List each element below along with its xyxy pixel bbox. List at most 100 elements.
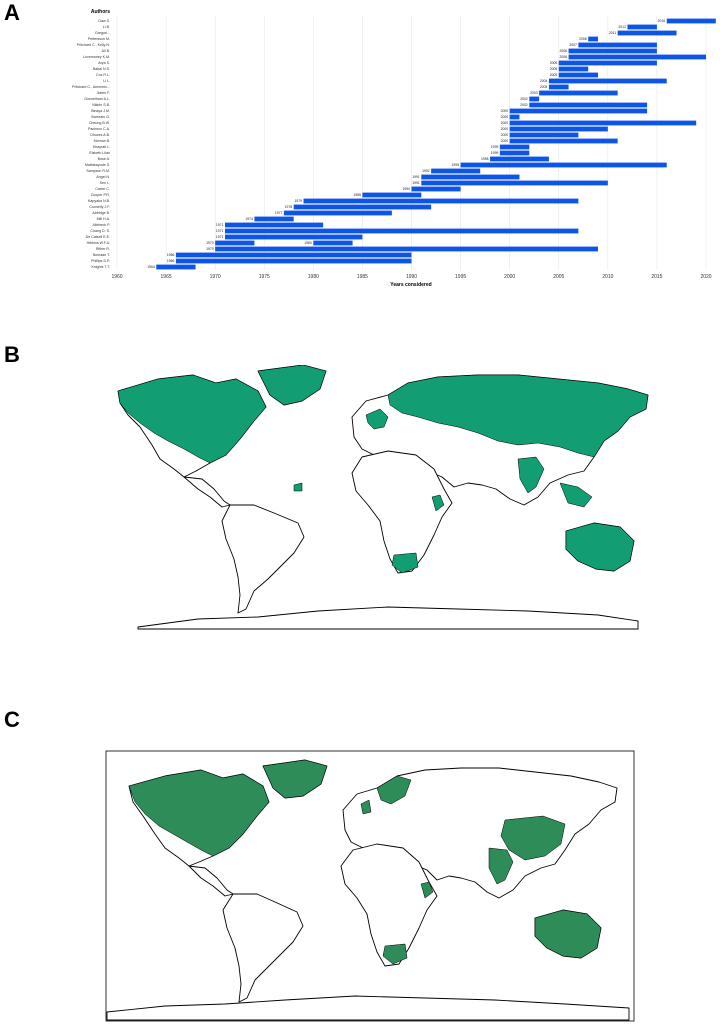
timeline-bar (509, 126, 608, 132)
author-label: Barreato G. (91, 115, 110, 119)
start-year-label: 2000 (501, 121, 509, 125)
start-year-label: 2005 (550, 61, 558, 65)
start-year-label: 1991 (412, 175, 420, 179)
brazil-region (293, 482, 303, 492)
start-year-label: 2012 (618, 25, 626, 29)
author-label: Gonnelham A.L. (84, 97, 110, 101)
author-label: Dhuces A.B. (90, 133, 110, 137)
timeline-bar (421, 174, 520, 180)
x-axis-title: Years considered (390, 282, 431, 288)
timeline-bar (568, 54, 706, 60)
start-year-label: 1966 (167, 253, 175, 257)
start-year-label: 2002 (520, 97, 528, 101)
start-year-label: 1970 (206, 247, 214, 251)
scandinavia-region (376, 775, 412, 805)
timeline-bar (509, 132, 579, 138)
timeline-bar (460, 162, 667, 168)
author-label: Ali B. (102, 49, 110, 53)
timeline-bar (578, 42, 657, 48)
author-label: Cooper P.R. (91, 193, 110, 197)
highlighted-countries (117, 365, 649, 574)
timeline-bar (215, 246, 599, 252)
timeline-bar (313, 240, 353, 246)
start-year-label: 1964 (147, 265, 155, 269)
start-year-label: 1974 (245, 217, 253, 221)
start-year-label: 2007 (569, 43, 577, 47)
author-label: Nomaan T. (93, 253, 111, 257)
start-year-label: 2000 (501, 115, 509, 119)
start-year-label: 2002 (520, 103, 528, 107)
australia-region (534, 909, 602, 959)
panel-label-c: C (4, 707, 20, 732)
author-label: Angel N. (96, 175, 110, 179)
start-year-label: 1992 (422, 169, 430, 173)
southeast-asia-region (559, 482, 593, 508)
timeline-bar (588, 36, 599, 42)
start-year-label: 1978 (285, 205, 293, 209)
x-tick-label: 2015 (651, 274, 662, 280)
author-label: Knights T.T. (91, 265, 110, 269)
northern-eurasia-region (387, 374, 649, 458)
world-map-b (117, 365, 649, 630)
uk-region (360, 799, 372, 815)
author-label: Carter C. (95, 187, 110, 191)
author-label: Rither R. (96, 247, 110, 251)
greenland-region (257, 365, 327, 406)
start-year-label: 1980 (304, 241, 312, 245)
timeline-bar (362, 192, 422, 198)
timeline-bar (666, 18, 716, 24)
greenland-region (262, 759, 328, 799)
x-tick-label: 2010 (602, 274, 613, 280)
author-label: Mill H.A. (97, 217, 110, 221)
author-label: Hibbins W.F.A. (87, 241, 110, 245)
x-tick-label: 1985 (357, 274, 368, 280)
timeline-bar (548, 78, 667, 84)
timeline-bar (224, 228, 579, 234)
author-label: Sampson R.M. (86, 169, 110, 173)
map-frame (105, 750, 635, 1022)
western-europe-region (365, 408, 389, 430)
start-year-label: 2003 (530, 91, 538, 95)
start-year-label: 2008 (579, 37, 587, 41)
china-region (500, 815, 566, 861)
start-year-label: 2000 (501, 139, 509, 143)
author-label: Jiafen F. (97, 91, 111, 95)
timeline-bar (627, 24, 657, 30)
timeline-bar (156, 264, 196, 270)
start-year-label: 2005 (550, 73, 558, 77)
author-label: Chang D. S. (90, 229, 110, 233)
author-label: Pritchard C., Kelly N. (77, 43, 110, 47)
x-tick-label: 1995 (455, 274, 466, 280)
panel-label-b: B (4, 342, 20, 367)
author-label: Pritchard C., Ammeric... (72, 85, 110, 89)
author-label: Kapyaka N.B. (88, 199, 110, 203)
start-year-label: 1990 (402, 187, 410, 191)
author-label: Binaya J.M. (91, 109, 110, 113)
timeline-bar (529, 102, 648, 108)
x-tick-label: 2020 (700, 274, 711, 280)
start-year-label: 1977 (275, 211, 283, 215)
timeline-bar (509, 114, 520, 120)
antarctica (137, 606, 639, 630)
africa (351, 450, 453, 574)
start-year-label: 2000 (501, 133, 509, 137)
south-africa-region (391, 552, 419, 574)
author-label: Allebeck P. (92, 223, 110, 227)
timeline-bar (431, 168, 481, 174)
author-label: Li B. (103, 25, 110, 29)
timeline-bar (539, 90, 618, 96)
start-year-label: 2004 (540, 79, 548, 83)
start-year-label: 1999 (491, 151, 499, 155)
timeline-bar (254, 216, 294, 222)
start-year-label: 1998 (481, 157, 489, 161)
kenya-region (431, 494, 445, 512)
author-label: De Catsell E.E. (86, 235, 110, 239)
timeline-bar (499, 150, 530, 156)
timeline-bar (509, 138, 618, 144)
author-label: Lovemoney K.M. (83, 55, 110, 59)
timeline-bar (509, 108, 648, 114)
x-tick-label: 1970 (210, 274, 221, 280)
x-tick-label: 2000 (504, 274, 515, 280)
timeline-bar (224, 234, 363, 240)
author-label: Pettersson M. (88, 37, 110, 41)
